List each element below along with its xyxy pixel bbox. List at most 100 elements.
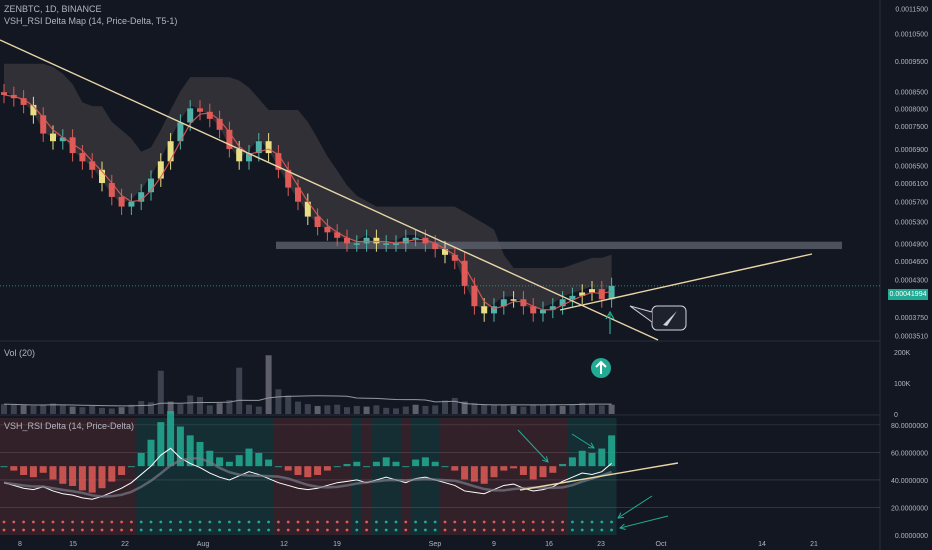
rsi-delta-bar [108, 466, 116, 482]
volume-bar [216, 403, 223, 414]
candle-body [598, 289, 605, 300]
candle-body [461, 260, 468, 286]
price-moving-average [3, 94, 612, 311]
rsi-delta-bar [392, 461, 400, 467]
candle-body [59, 137, 66, 142]
rsi-state-column [293, 418, 303, 535]
candle-body [304, 201, 311, 217]
rsi-state-dot-upper [345, 520, 349, 524]
indicator-title[interactable]: VSH_RSI Delta Map (14, Price-Delta, T5-1… [4, 16, 178, 26]
rsi-state-dot-lower [433, 528, 437, 532]
volume-bar [40, 404, 47, 414]
rsi-state-dot-lower [414, 528, 417, 532]
rsi-state-dot-lower [473, 528, 476, 532]
candle-body [383, 243, 390, 245]
rsi-delta-bar [490, 466, 498, 478]
price-tick-label: 0.0005300 [895, 220, 928, 227]
candle-body [108, 183, 115, 197]
volume-bar [89, 405, 96, 414]
volume-bar [187, 395, 194, 414]
rsi-state-dot-lower [443, 528, 447, 532]
rsi-state-dot-upper [453, 520, 457, 524]
price-tick-label: 0.0004300 [895, 277, 928, 284]
candle-body [167, 141, 174, 162]
rsi-delta-bar [69, 466, 77, 486]
rsi-state-dot-lower [149, 528, 153, 532]
rsi-delta-bar [333, 466, 341, 468]
rsi-state-column [557, 418, 568, 535]
rsi-state-dot-lower [2, 528, 6, 532]
rsi-delta-bar [167, 411, 175, 467]
candle-body [569, 295, 576, 300]
candle-body [20, 98, 27, 105]
x-tick-label: 8 [18, 541, 22, 548]
rsi-state-dot-upper [237, 520, 241, 524]
rsi-state-column [234, 418, 245, 535]
ascending-trendline [559, 253, 813, 311]
rsi-state-column [195, 418, 205, 535]
rsi-state-dot-upper [41, 520, 45, 524]
rsi-state-column [351, 418, 362, 535]
rsi-delta-bar [59, 466, 67, 484]
candle-body [412, 237, 419, 240]
rsi-delta-bar [186, 435, 194, 467]
rsi-state-dot-lower [502, 528, 506, 532]
candle-body [373, 237, 380, 244]
annotation-arrow-head [542, 456, 549, 463]
rsi-state-dot-lower [257, 528, 261, 532]
rsi-state-column [498, 418, 509, 535]
rsi-state-column [283, 418, 294, 535]
volume-legend[interactable]: Vol (20) [4, 348, 36, 358]
rsi-delta-bar [118, 466, 126, 475]
rsi-state-column [381, 418, 392, 535]
rsi-state-dot-upper [149, 520, 153, 524]
rsi-state-dot-lower [22, 528, 25, 532]
volume-bar [461, 401, 468, 414]
volume-bar [549, 404, 556, 414]
rsi-state-dot-upper [81, 520, 84, 524]
candle-body [187, 108, 194, 123]
candle-body [128, 201, 135, 207]
rsi-delta-bar [206, 450, 214, 467]
rsi-delta-bar [20, 466, 28, 475]
volume-bar [334, 404, 341, 414]
descending-trendline [0, 39, 659, 341]
rsi-state-dot-lower [424, 528, 427, 532]
volume-bar [206, 405, 213, 414]
rsi-state-dot-upper [561, 520, 564, 524]
rsi-state-dot-upper [384, 520, 388, 524]
rsi-state-dot-lower [306, 528, 310, 532]
rsi-state-dot-lower [218, 528, 222, 532]
volume-bar [148, 402, 154, 414]
rsi-state-column [185, 418, 196, 535]
rsi-state-dot-lower [237, 528, 241, 532]
rsi-state-dot-upper [492, 520, 496, 524]
rsi-delta-bar [284, 466, 292, 471]
rsi-state-dot-upper [247, 520, 251, 524]
candle-body [363, 237, 370, 244]
x-tick-label: Oct [656, 541, 667, 548]
symbol-title[interactable]: ZENBTC, 1D, BINANCE [4, 4, 102, 14]
rsi-delta-bar [451, 466, 459, 471]
rsi-delta-bar [216, 457, 224, 467]
rsi-state-dot-upper [267, 520, 270, 524]
rsi-state-dot-lower [571, 528, 574, 532]
price-tick-label: 0.0008000 [895, 106, 928, 113]
volume-bar [167, 401, 174, 414]
candle-body [500, 299, 507, 307]
rsi-delta-bar [343, 463, 351, 467]
volume-bar [265, 355, 272, 414]
rsi-delta-bar [539, 466, 547, 478]
rsi-legend[interactable]: VSH_RSI Delta (14, Price-Delta) [4, 421, 135, 431]
rsi-state-column [312, 418, 323, 535]
rsi-state-column [371, 418, 382, 535]
volume-bar [246, 404, 252, 414]
volume-bar [608, 404, 615, 414]
candle-body [118, 196, 125, 207]
rsi-state-dot-lower [32, 528, 35, 532]
rsi-state-dot-upper [2, 520, 6, 524]
rsi-delta-bar [235, 455, 243, 467]
candle-body [422, 237, 429, 244]
